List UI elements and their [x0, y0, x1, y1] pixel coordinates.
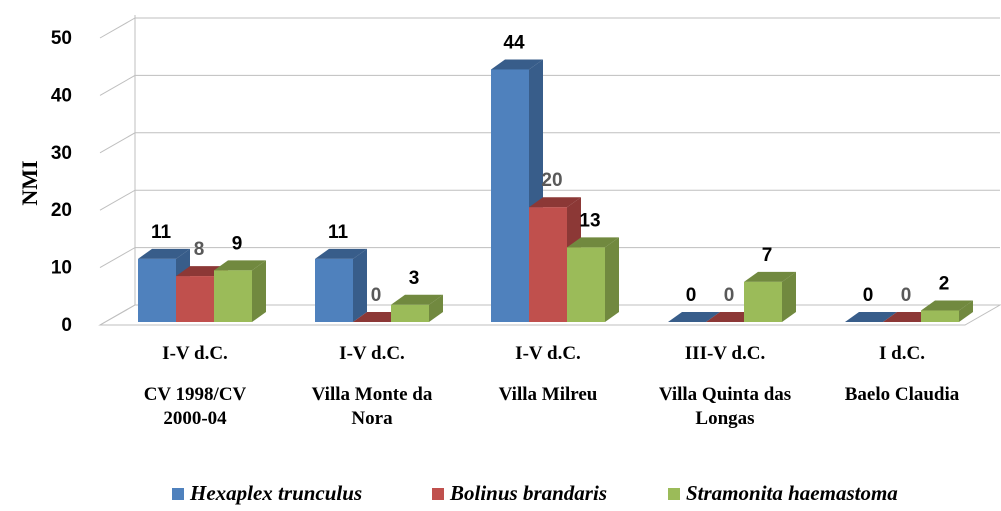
legend-swatch	[172, 488, 184, 500]
bar	[921, 300, 973, 322]
bar-side	[605, 237, 619, 322]
bar-front	[138, 258, 176, 322]
value-label: 0	[724, 285, 735, 306]
bar-front	[567, 247, 605, 322]
bar-side	[782, 271, 796, 322]
bar	[567, 237, 619, 322]
bar-side	[429, 294, 443, 322]
bar-side	[353, 248, 367, 322]
value-label: 0	[901, 285, 912, 306]
grid-line	[99, 247, 1000, 269]
bar-front	[214, 270, 252, 322]
x-tick-label: Villa Monte da Nora	[311, 384, 433, 429]
value-label: 20	[541, 170, 562, 191]
x-period-label: III-V d.C.	[684, 343, 766, 364]
bar-top	[921, 300, 973, 311]
bar-top	[668, 312, 720, 322]
value-label: 44	[503, 32, 525, 53]
x-tick-label: Baelo Claudia	[844, 384, 960, 405]
value-label: 0	[371, 285, 382, 306]
bar-top	[567, 237, 619, 248]
x-period-label: I-V d.C.	[515, 343, 581, 364]
bar	[315, 248, 367, 322]
y-axis-label: NMI	[17, 160, 42, 205]
bar-front	[921, 310, 959, 322]
y-tick-label: 10	[51, 258, 72, 279]
value-label: 9	[232, 233, 243, 254]
value-label: 2	[939, 274, 950, 295]
bar-top	[391, 294, 443, 305]
value-label: 11	[328, 222, 349, 243]
bar-top	[214, 260, 266, 271]
bar-top	[315, 248, 367, 259]
y-tick-label: 20	[51, 200, 72, 221]
legend-swatch	[668, 488, 680, 500]
legend-label: Bolinus brandaris	[449, 481, 607, 505]
value-label: 0	[863, 285, 874, 306]
bar-top	[744, 271, 796, 282]
bar-front	[744, 281, 782, 322]
bar-top	[491, 59, 543, 70]
bar-side	[959, 300, 973, 322]
legend-swatch	[432, 488, 444, 500]
x-period-label: I d.C.	[879, 343, 925, 364]
y-tick-label: 0	[61, 315, 72, 336]
value-label: 3	[409, 268, 420, 289]
x-period-label: I-V d.C.	[162, 343, 228, 364]
bar-front	[391, 304, 429, 322]
grid-line	[99, 304, 1000, 326]
grid-line	[99, 132, 1000, 154]
x-period-label: I-V d.C.	[339, 343, 405, 364]
value-label: 13	[579, 210, 600, 231]
x-tick-label: Villa Quinta das Longas	[658, 384, 792, 429]
y-tick-label: 40	[51, 85, 72, 106]
bar-top	[138, 248, 190, 259]
bar-top	[845, 312, 897, 322]
x-tick-label: Villa Milreu	[498, 384, 598, 405]
value-label: 0	[686, 285, 697, 306]
grid-line	[99, 189, 1000, 211]
bar-front	[491, 69, 529, 322]
x-tick-label: CV 1998/CV 2000-04	[143, 384, 247, 429]
bar	[391, 294, 443, 322]
bar-front	[315, 258, 353, 322]
bar	[744, 271, 796, 322]
grid-line	[99, 74, 1000, 96]
bar-top	[529, 197, 581, 208]
bar	[668, 312, 720, 322]
value-label: 11	[151, 222, 172, 243]
grid-line	[99, 17, 1000, 39]
value-label: 8	[194, 239, 205, 260]
bar-side	[252, 260, 266, 322]
y-tick-label: 50	[51, 28, 72, 49]
value-label: 7	[762, 245, 773, 266]
bar	[214, 260, 266, 322]
bar-front	[529, 207, 567, 322]
legend-label: Stramonita haemastoma	[686, 481, 898, 505]
bar	[845, 312, 897, 322]
y-tick-label: 30	[51, 143, 72, 164]
legend-label: Hexaplex trunculus	[189, 481, 362, 505]
bar-front	[176, 276, 214, 322]
